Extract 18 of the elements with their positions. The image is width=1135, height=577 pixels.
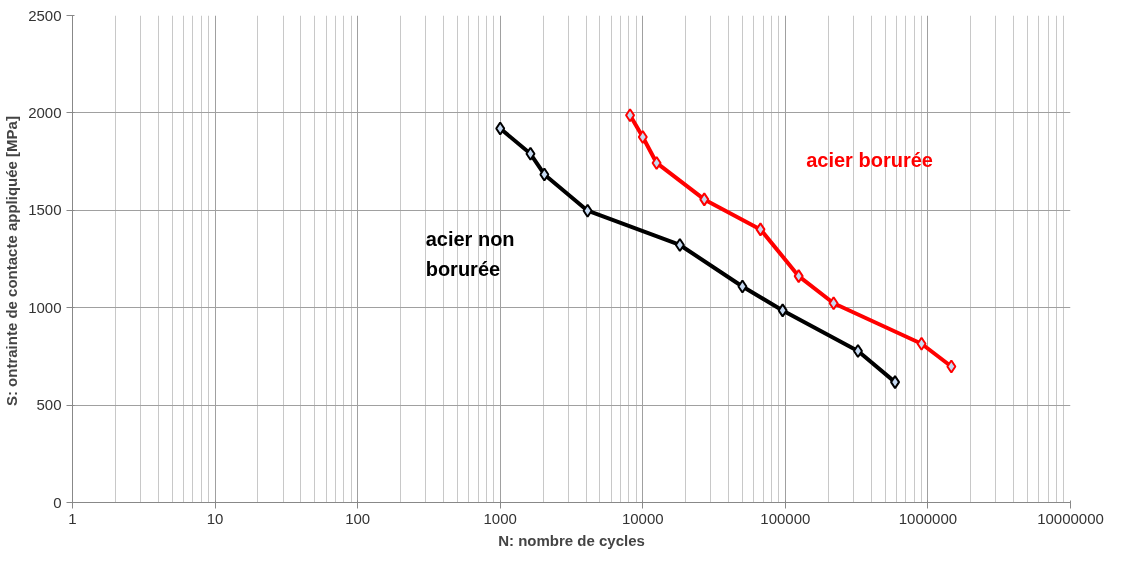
x-tick-label: 1000 xyxy=(483,509,517,527)
x-tick-label: 1 xyxy=(68,509,77,527)
y-tick-label: 0 xyxy=(53,493,62,511)
y-tick-label: 500 xyxy=(36,396,62,414)
x-tick-label: 10000 xyxy=(621,509,664,527)
x-axis-title: N: nombre de cycles xyxy=(498,531,645,549)
y-axis-title: S: ontrainte de contacte appliquée [MPa] xyxy=(3,116,21,407)
x-tick-label: 10000000 xyxy=(1037,509,1104,527)
x-tick-label: 100 xyxy=(345,509,371,527)
x-tick-label: 10 xyxy=(206,509,224,527)
x-tick-label: 1000000 xyxy=(898,509,958,527)
text: acier borurée xyxy=(806,149,933,172)
y-tick-label: 1000 xyxy=(28,298,62,316)
y-tick-label: 1500 xyxy=(28,201,62,219)
y-tick-label: 2000 xyxy=(28,103,62,121)
x-tick-label: 100000 xyxy=(760,509,811,527)
text: acier non borurée xyxy=(425,227,515,281)
y-tick-label: 2500 xyxy=(28,6,62,24)
